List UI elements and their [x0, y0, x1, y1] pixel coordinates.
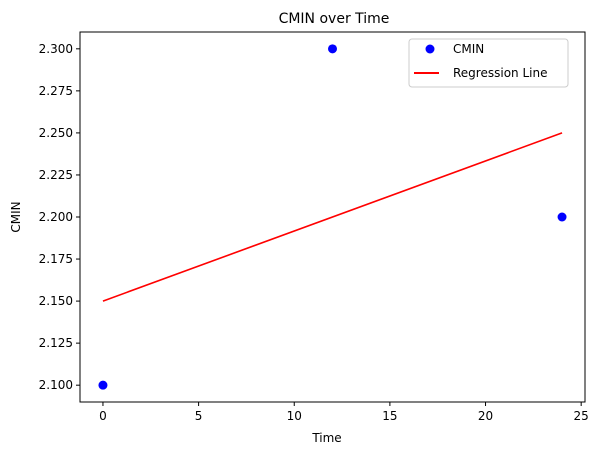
x-tick-label: 25 [574, 409, 589, 423]
data-point [328, 44, 337, 54]
x-tick-label: 0 [99, 409, 107, 423]
y-tick-label: 2.175 [39, 252, 73, 266]
x-tick-label: 15 [382, 409, 397, 423]
y-tick-label: 2.300 [39, 42, 73, 56]
y-tick-label: 2.200 [39, 210, 73, 224]
legend-label-regression-line: Regression Line [453, 66, 547, 80]
y-tick-label: 2.250 [39, 126, 73, 140]
y-tick-label: 2.150 [39, 294, 73, 308]
y-tick-label: 2.100 [39, 378, 73, 392]
data-point [557, 212, 567, 222]
y-tick-label: 2.225 [39, 168, 73, 182]
regression-line [102, 132, 563, 302]
x-tick-label: 20 [478, 409, 493, 423]
legend-marker-cmin [425, 44, 435, 54]
x-tick-label: 5 [195, 409, 203, 423]
y-axis-title: CMIN [9, 201, 23, 232]
legend-label-cmin: CMIN [453, 42, 484, 56]
y-axis: 2.100 2.125 2.150 2.175 2.200 2.225 2.250 2.275… [39, 42, 80, 392]
y-tick-label: 2.275 [39, 84, 73, 98]
regression-layer [102, 132, 563, 302]
chart-title: CMIN over Time [279, 11, 390, 27]
data-point [98, 380, 108, 390]
x-tick-label: 10 [287, 409, 302, 423]
x-axis: 0 5 10 15 20 25 [99, 402, 589, 423]
points-layer [98, 44, 567, 390]
x-axis-title: Time [311, 431, 341, 445]
legend: CMIN Regression Line [408, 38, 569, 88]
legend-box [408, 38, 569, 88]
y-tick-label: 2.125 [39, 336, 73, 350]
